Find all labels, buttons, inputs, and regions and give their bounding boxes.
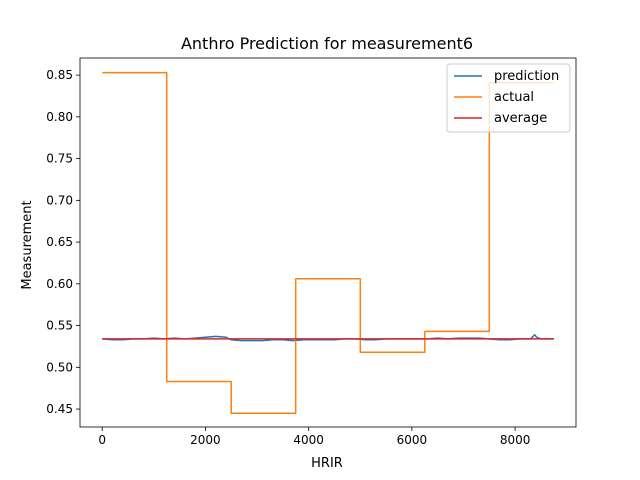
- y-tick-label: 0.60: [46, 277, 73, 291]
- legend-box: [446, 63, 571, 133]
- x-tick-label: 0: [98, 433, 106, 447]
- legend-label-actual: actual: [494, 90, 534, 105]
- series-line-actual: [102, 71, 554, 414]
- legend: prediction actual average: [446, 63, 571, 133]
- x-tick-label: 2000: [190, 433, 221, 447]
- plot-frame: [79, 57, 577, 428]
- chart-title: Anthro Prediction for measurement6: [181, 34, 473, 53]
- y-axis-label: Measurement: [20, 200, 35, 289]
- y-tick-label: 0.85: [46, 68, 73, 82]
- x-axis: 0 2000 4000 6000 8000: [98, 427, 530, 447]
- y-tick-label: 0.65: [46, 235, 73, 249]
- y-axis: 0.45 0.50 0.55 0.60 0.65 0.70 0.75 0.80 0.85: [46, 68, 80, 416]
- series-line-prediction: [102, 334, 554, 342]
- x-axis-label: HRIR: [311, 456, 343, 471]
- legend-label-prediction: prediction: [494, 69, 559, 84]
- y-tick-label: 0.55: [46, 319, 73, 333]
- x-tick-label: 8000: [500, 433, 531, 447]
- x-tick-label: 4000: [293, 433, 324, 447]
- y-tick-label: 0.45: [46, 402, 73, 416]
- y-tick-label: 0.75: [46, 152, 73, 166]
- legend-label-average: average: [494, 111, 547, 126]
- plot-area: [79, 57, 577, 428]
- y-tick-label: 0.50: [46, 360, 73, 374]
- y-tick-label: 0.70: [46, 193, 73, 207]
- x-tick-label: 6000: [397, 433, 428, 447]
- y-tick-label: 0.80: [46, 110, 73, 124]
